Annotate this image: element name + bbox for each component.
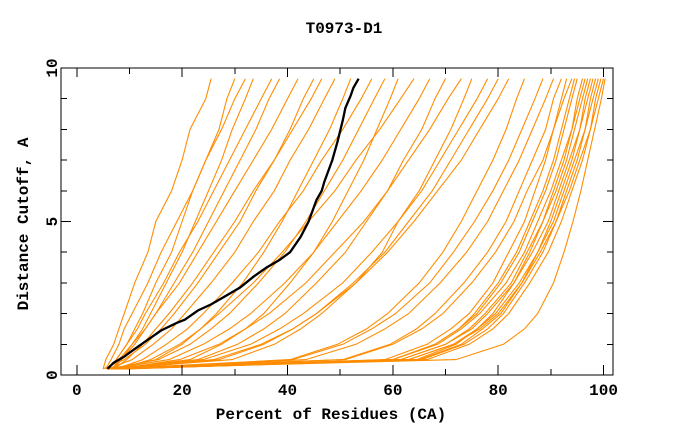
model-curve <box>113 78 446 370</box>
x-tick-label: 80 <box>489 382 508 400</box>
model-curve <box>121 78 605 370</box>
model-curve <box>108 78 386 370</box>
axis-ticks <box>61 67 613 376</box>
model-curve <box>105 78 246 370</box>
x-axis-label: Percent of Residues (CA) <box>216 406 446 424</box>
model-curve <box>113 78 510 370</box>
model-curve <box>102 78 315 370</box>
chart-title: T0973-D1 <box>306 20 383 38</box>
model-curve <box>113 78 591 370</box>
y-tick-label: 10 <box>44 58 62 77</box>
x-tick-label: 0 <box>72 382 82 400</box>
model-curve <box>113 78 254 370</box>
model-curve <box>108 78 586 370</box>
x-tick-label: 60 <box>383 382 402 400</box>
model-curve <box>118 78 526 370</box>
y-tick-label: 5 <box>44 217 62 227</box>
model-curve <box>108 78 544 370</box>
model-curve <box>110 78 281 370</box>
model-curve <box>116 78 373 370</box>
model-curve <box>118 78 415 370</box>
model-curve <box>110 78 573 370</box>
model-curve <box>118 78 462 370</box>
model-curve <box>102 78 212 370</box>
x-tick-label: 100 <box>589 382 618 400</box>
model-curve <box>110 78 431 370</box>
y-tick-label: 0 <box>44 370 62 380</box>
model-curve <box>108 78 606 370</box>
model-curve <box>108 78 336 370</box>
x-tick-label: 20 <box>173 382 192 400</box>
model-curve <box>107 78 273 370</box>
highlighted-model-curve <box>106 78 360 370</box>
model-curve <box>105 78 299 370</box>
y-axis-label: Distance Cutoff, A <box>15 137 33 310</box>
model-curve <box>108 78 473 370</box>
model-curves <box>102 78 606 370</box>
model-curve <box>124 78 555 370</box>
x-tick-label: 40 <box>278 382 297 400</box>
model-curve <box>108 78 489 370</box>
model-curve <box>113 78 352 370</box>
tick-labels: 0 20 40 60 80 100 0 5 10 <box>44 58 618 400</box>
model-curve <box>113 78 562 370</box>
model-curve <box>124 78 499 370</box>
model-curve <box>116 78 578 370</box>
model-curve <box>118 78 594 370</box>
